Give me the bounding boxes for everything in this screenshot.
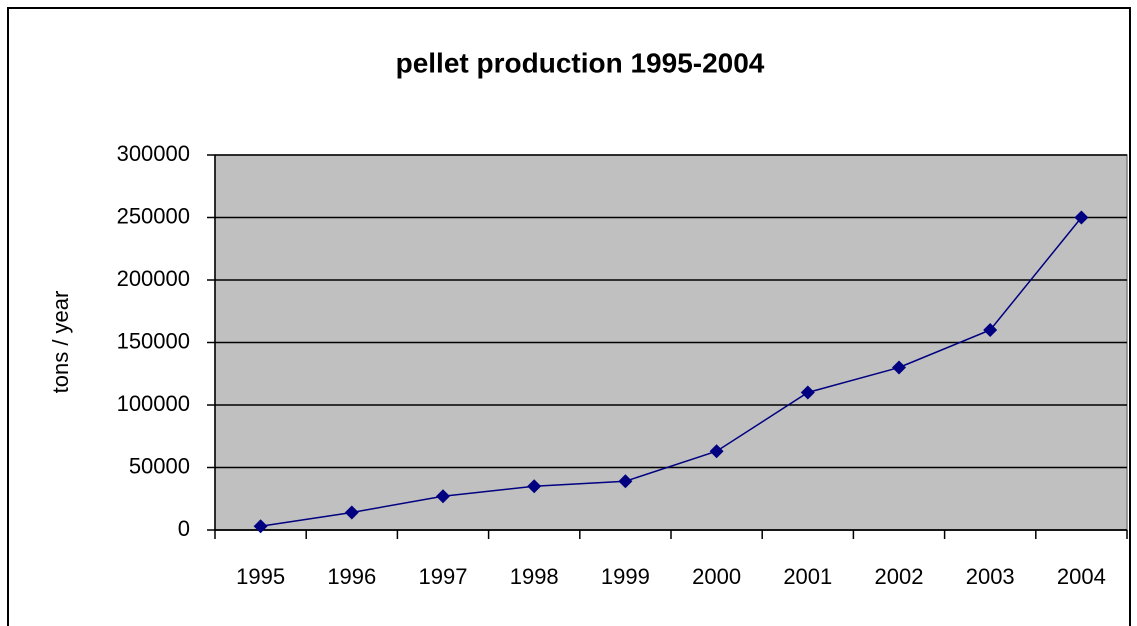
y-tick-label: 250000 (117, 203, 190, 228)
x-tick-label: 2002 (875, 564, 924, 589)
y-tick-label: 300000 (117, 141, 190, 166)
y-axis-label: tons / year (48, 291, 73, 394)
data-line (260, 217, 1082, 527)
data-point (253, 519, 268, 534)
y-tick-label: 200000 (117, 266, 190, 291)
data-point (344, 505, 359, 520)
x-tick-label: 2004 (1057, 564, 1106, 589)
data-point (1074, 210, 1089, 225)
y-tick-label: 50000 (129, 453, 190, 478)
data-point (709, 444, 724, 459)
x-tick-label: 2001 (783, 564, 832, 589)
chart-frame (7, 7, 1131, 626)
data-point (983, 323, 998, 337)
data-point (436, 489, 450, 504)
chart-title: pellet production 1995-2004 (396, 47, 765, 78)
data-point (800, 385, 815, 400)
y-tick-label: 0 (178, 516, 190, 541)
y-tick-label: 150000 (117, 328, 190, 353)
x-tick-label: 1996 (327, 564, 376, 589)
data-point (527, 479, 542, 494)
x-tick-label: 1997 (419, 564, 468, 589)
x-tick-label: 1998 (510, 564, 559, 589)
x-tick-label: 2000 (692, 564, 741, 589)
x-tick-label: 1995 (236, 564, 285, 589)
x-tick-label: 1999 (601, 564, 650, 589)
y-tick-label: 100000 (117, 391, 190, 416)
data-point (892, 360, 906, 375)
data-point (618, 474, 633, 489)
x-tick-label: 2003 (966, 564, 1015, 589)
